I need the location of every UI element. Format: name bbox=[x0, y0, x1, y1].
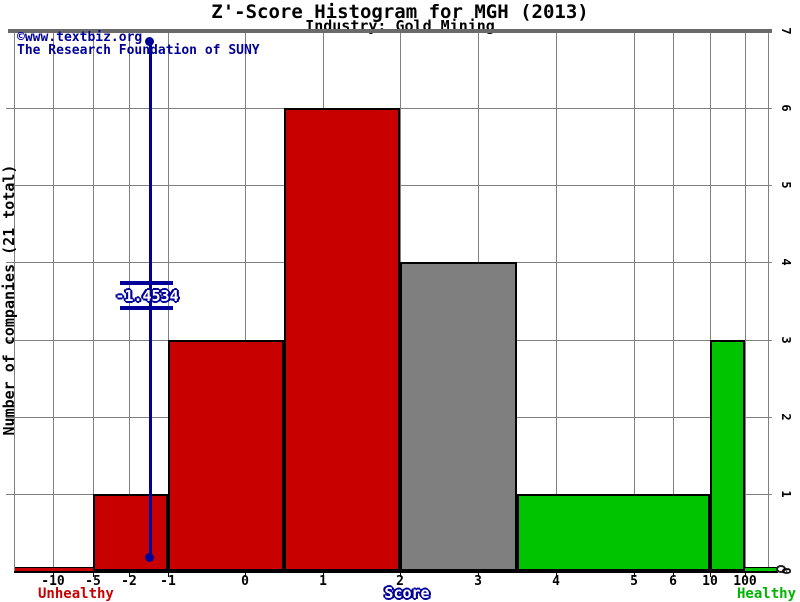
marker-lower-crossbar bbox=[120, 306, 173, 310]
y-tick-label: 3 bbox=[779, 336, 793, 344]
v-gridline bbox=[634, 31, 635, 571]
x-tick-label: 3 bbox=[474, 574, 482, 589]
v-gridline bbox=[673, 31, 674, 571]
watermark: ©www.textbiz.org The Research Foundation… bbox=[17, 31, 260, 57]
y-tick-label: 5 bbox=[779, 181, 793, 189]
y-tick-label: 6 bbox=[779, 104, 793, 112]
left-tail-sliver bbox=[15, 567, 93, 572]
plot-top-border bbox=[8, 29, 772, 33]
x-tick-label: 100 bbox=[733, 574, 757, 589]
histogram-bar bbox=[400, 262, 517, 571]
y-tick-label: 7 bbox=[779, 27, 793, 35]
zscore-marker-line bbox=[149, 38, 152, 560]
x-tick-mark bbox=[245, 571, 246, 577]
v-gridline bbox=[245, 31, 246, 571]
histogram-bar bbox=[168, 340, 284, 571]
y-tick-label: 2 bbox=[779, 413, 793, 421]
x-tick-label: 1 bbox=[319, 574, 327, 589]
x-tick-mark bbox=[323, 571, 324, 577]
marker-top-dot bbox=[145, 37, 154, 46]
x-tick-label: -10 bbox=[41, 574, 65, 589]
v-gridline bbox=[53, 31, 54, 571]
x-tick-label: -1 bbox=[160, 574, 176, 589]
v-gridline bbox=[745, 31, 746, 571]
x-tick-mark bbox=[53, 571, 54, 577]
y-axis-label: Number of companies (21 total) bbox=[0, 164, 18, 436]
plot-left-border bbox=[14, 31, 15, 571]
x-tick-mark bbox=[93, 571, 94, 577]
x-axis-label: Score bbox=[384, 584, 430, 602]
y-tick-label: 0 bbox=[779, 567, 793, 575]
marker-bottom-dot bbox=[145, 553, 154, 562]
watermark-line2: The Research Foundation of SUNY bbox=[17, 43, 260, 58]
v-gridline bbox=[93, 31, 94, 571]
x-tick-mark bbox=[745, 571, 746, 577]
x-tick-mark bbox=[129, 571, 130, 577]
x-tick-label: 6 bbox=[669, 574, 677, 589]
legend-unhealthy: Unhealthy bbox=[38, 586, 114, 602]
histogram-bar bbox=[710, 340, 745, 571]
v-gridline bbox=[168, 31, 169, 571]
marker-upper-crossbar bbox=[120, 281, 173, 285]
y-tick-label: 1 bbox=[779, 490, 793, 498]
x-tick-label: 4 bbox=[552, 574, 560, 589]
x-tick-mark bbox=[710, 571, 711, 577]
x-tick-label: 10 bbox=[702, 574, 718, 589]
watermark-line1: ©www.textbiz.org bbox=[17, 30, 143, 45]
v-gridline bbox=[556, 31, 557, 571]
v-gridline bbox=[710, 31, 711, 571]
x-tick-mark bbox=[400, 571, 401, 577]
x-tick-mark bbox=[673, 571, 674, 577]
x-tick-label: -2 bbox=[121, 574, 137, 589]
x-tick-mark bbox=[634, 571, 635, 577]
x-tick-label: 5 bbox=[630, 574, 638, 589]
marker-value-label: -1.4534 bbox=[115, 287, 179, 305]
x-tick-label: 0 bbox=[241, 574, 249, 589]
right-tail-sliver bbox=[745, 567, 778, 572]
plot-right-border bbox=[768, 31, 769, 571]
x-axis-line bbox=[14, 571, 778, 573]
axis-end-circle bbox=[776, 565, 786, 573]
y-tick-label: 4 bbox=[779, 258, 793, 266]
histogram-bar bbox=[93, 494, 168, 571]
histogram-bar bbox=[284, 108, 400, 571]
chart-title: Z'-Score Histogram for MGH (2013) bbox=[211, 1, 589, 23]
histogram-bar bbox=[517, 494, 710, 571]
x-tick-mark bbox=[556, 571, 557, 577]
v-gridline bbox=[129, 31, 130, 571]
legend-healthy: Healthy bbox=[737, 586, 797, 602]
x-tick-mark bbox=[478, 571, 479, 577]
x-tick-label: 2 bbox=[396, 574, 404, 589]
x-tick-mark bbox=[168, 571, 169, 577]
x-tick-label: -5 bbox=[85, 574, 101, 589]
